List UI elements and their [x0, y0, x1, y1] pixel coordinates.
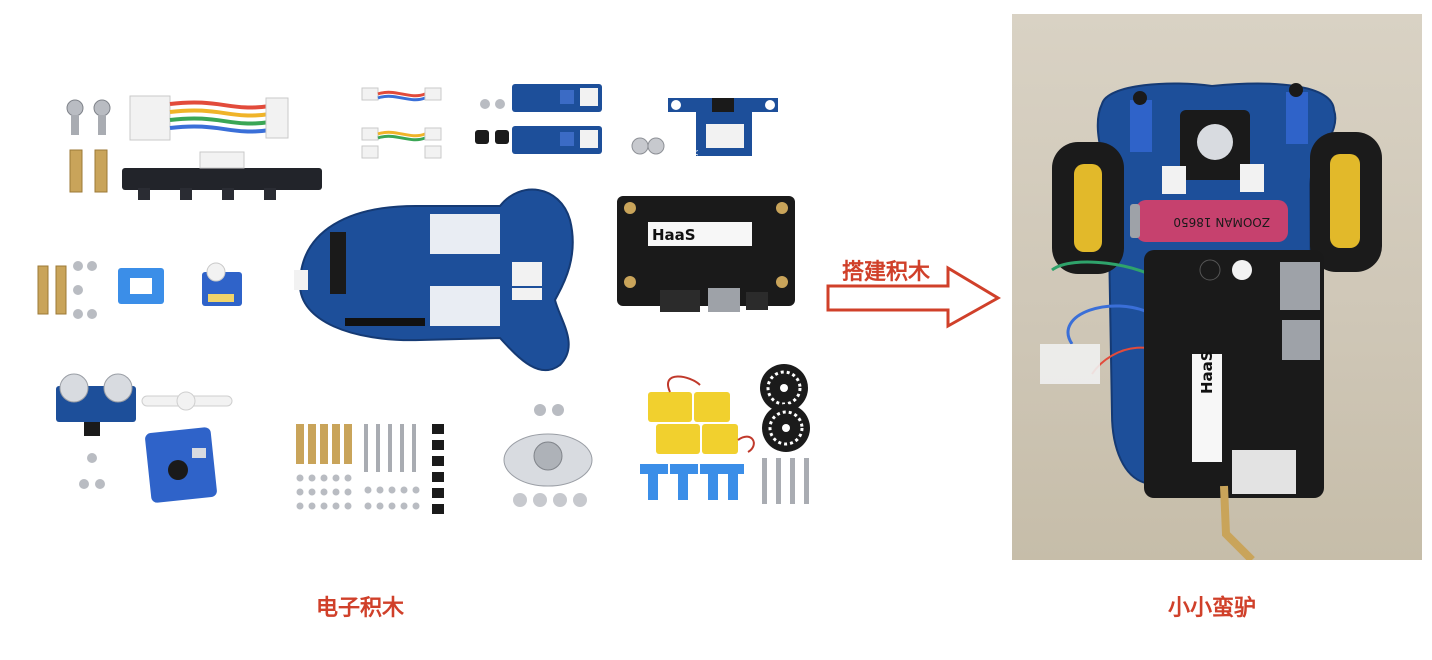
ultrasonic-holder — [145, 427, 217, 503]
brass-standoff — [69, 149, 108, 193]
haas-logo: HaaS — [652, 226, 696, 244]
ball-caster — [503, 404, 593, 507]
standoff-kit — [296, 424, 444, 514]
build-arrow — [826, 265, 1001, 329]
motor-brackets — [640, 464, 744, 500]
assembled-car-photo: ZOOMAN 18650 HaaS — [1012, 14, 1422, 563]
silk-gnd: GND — [750, 132, 759, 150]
line-tracker-strip — [122, 151, 322, 200]
encoder-discs — [760, 364, 810, 452]
brass-standoffs-pair — [37, 261, 97, 319]
silk-vcc: VCC — [690, 150, 699, 167]
acrylic-mount — [118, 268, 164, 304]
car-haas-board — [1144, 250, 1324, 498]
arrow-caption: 搭建积木 — [842, 260, 931, 285]
parts-caption: 电子积木 — [316, 596, 405, 621]
antenna — [1220, 485, 1255, 563]
haas-board: HaaS — [617, 196, 795, 312]
chassis-pcb — [294, 188, 574, 372]
ultrasonic-sensor — [56, 373, 136, 489]
battery — [1136, 200, 1288, 242]
screws-top-left — [66, 99, 111, 135]
ribbon-cable — [129, 95, 289, 141]
servo-motor — [202, 262, 242, 306]
battery-label: ZOOMAN 18650 — [1173, 215, 1270, 229]
jumper-cables — [361, 87, 442, 159]
parts-collage: VCC GND HaaS — [37, 84, 810, 514]
ir-sensor-modules — [475, 84, 602, 154]
car-illustration: ZOOMAN 18650 HaaS — [1040, 82, 1382, 563]
gear-motors — [648, 375, 755, 454]
car-haas-logo: HaaS — [1198, 350, 1216, 394]
servo-horn — [141, 391, 233, 411]
sensor-board-vcc-gnd: VCC GND — [631, 98, 778, 167]
result-caption: 小小蛮驴 — [1168, 596, 1257, 621]
long-screws — [762, 458, 809, 504]
